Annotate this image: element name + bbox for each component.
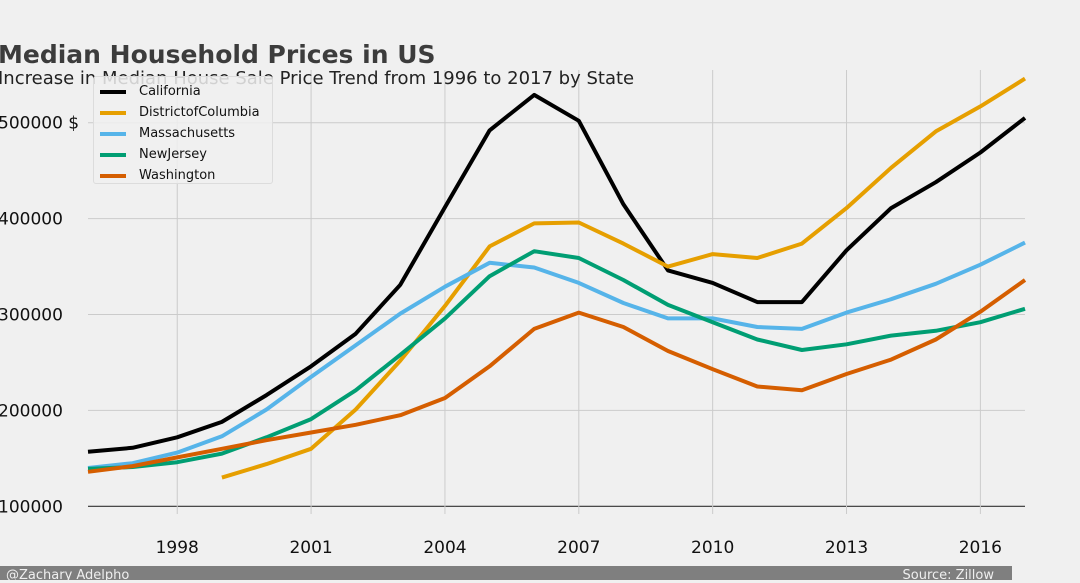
footer-bar: @Zachary Adelpho Source: Zillow — [0, 566, 1012, 583]
series-line-massachusetts — [87, 240, 1026, 470]
x-tick-label: 2013 — [825, 538, 868, 558]
legend-item: DistrictofColumbia — [94, 102, 272, 123]
x-tick-label: 2001 — [289, 538, 332, 558]
legend-item: Massachusetts — [94, 123, 272, 144]
x-axis-tick-labels: 1998 2001 2004 2007 2010 2013 2016 — [156, 538, 1002, 558]
series-line-washington — [87, 278, 1027, 474]
y-axis-tick-labels: 100000 200000 300000 400000 500000 $ — [0, 114, 79, 518]
legend-label: NewJersey — [139, 147, 207, 162]
y-tick-label: 300000 — [0, 306, 63, 326]
legend-swatch — [100, 152, 126, 157]
y-tick-label: 200000 — [0, 401, 63, 421]
legend: California DistrictofColumbia Massachusett… — [93, 76, 273, 184]
x-tick-label: 2004 — [423, 538, 466, 558]
y-tick-label: 400000 — [0, 210, 63, 230]
x-tick-label: 2010 — [691, 538, 734, 558]
legend-label: DistrictofColumbia — [139, 105, 260, 120]
x-tick-label: 1998 — [156, 538, 199, 558]
legend-label: California — [139, 84, 201, 99]
legend-swatch — [100, 110, 126, 115]
y-tick-label: 500000 $ — [0, 114, 79, 134]
legend-item: NewJersey — [94, 144, 272, 165]
legend-swatch — [100, 173, 126, 178]
y-tick-label: 100000 — [0, 497, 63, 517]
legend-item: Washington — [94, 165, 272, 186]
x-tick-label: 2007 — [557, 538, 600, 558]
series-line-districtofcolumbia — [221, 76, 1027, 480]
series-lines — [87, 76, 1027, 480]
legend-swatch — [100, 89, 126, 94]
series-line-california — [87, 92, 1027, 454]
chart-title: Median Household Prices in US — [0, 40, 436, 69]
legend-item: California — [94, 81, 272, 102]
x-tick-label: 2016 — [959, 538, 1002, 558]
legend-label: Washington — [139, 168, 216, 183]
legend-swatch — [100, 131, 126, 136]
legend-label: Massachusetts — [139, 126, 236, 141]
